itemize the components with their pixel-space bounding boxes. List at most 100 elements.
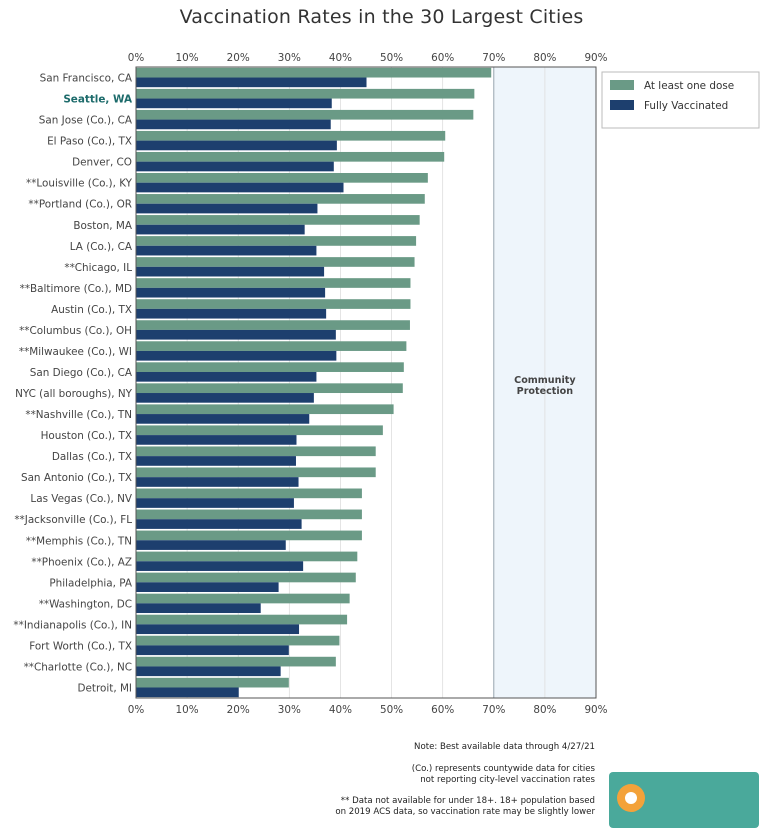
category-label: **Washington, DC — [39, 598, 132, 610]
legend-swatch — [610, 80, 634, 90]
bar-at-least-one-dose — [136, 362, 404, 372]
x-tick-label-top: 70% — [482, 52, 505, 64]
bar-fully-vaccinated — [136, 98, 332, 109]
category-label: San Jose (Co.), CA — [39, 115, 133, 127]
bar-fully-vaccinated — [136, 666, 281, 677]
bar-fully-vaccinated — [136, 435, 297, 445]
bar-fully-vaccinated — [136, 245, 317, 256]
bar-at-least-one-dose — [136, 635, 340, 646]
x-tick-label-bottom: 40% — [329, 704, 352, 716]
category-label: Austin (Co.), TX — [51, 304, 132, 316]
category-label: Dallas (Co.), TX — [52, 451, 132, 463]
bar-at-least-one-dose — [136, 257, 415, 267]
bar-fully-vaccinated — [136, 77, 367, 88]
bar-at-least-one-dose — [136, 278, 411, 288]
bar-fully-vaccinated — [136, 519, 302, 529]
bar-at-least-one-dose — [136, 551, 358, 562]
category-label: **Baltimore (Co.), MD — [20, 283, 132, 295]
category-label: **Memphis (Co.), TN — [26, 535, 132, 547]
bar-at-least-one-dose — [136, 656, 336, 667]
category-label: **Louisville (Co.), KY — [26, 178, 133, 190]
bar-fully-vaccinated — [136, 498, 294, 508]
category-label: NYC (all boroughs), NY — [15, 388, 133, 400]
x-tick-label-bottom: 60% — [431, 704, 454, 716]
watermark-logo — [609, 772, 759, 828]
bar-at-least-one-dose — [136, 299, 411, 309]
x-tick-label-top: 80% — [533, 52, 556, 64]
bar-at-least-one-dose — [136, 572, 356, 583]
x-tick-label-bottom: 80% — [533, 704, 556, 716]
legend-swatch — [610, 100, 634, 110]
category-label: Las Vegas (Co.), NV — [30, 493, 132, 505]
x-tick-label-bottom: 70% — [482, 704, 505, 716]
bar-at-least-one-dose — [136, 404, 394, 415]
category-label: **Indianapolis (Co.), IN — [13, 619, 132, 631]
bar-at-least-one-dose — [136, 614, 348, 625]
bar-at-least-one-dose — [136, 593, 350, 604]
bar-fully-vaccinated — [136, 393, 314, 403]
category-label: San Diego (Co.), CA — [30, 367, 133, 379]
bar-at-least-one-dose — [136, 215, 420, 225]
bar-at-least-one-dose — [136, 151, 445, 162]
category-label: Boston, MA — [73, 220, 132, 232]
bar-fully-vaccinated — [136, 287, 326, 298]
bar-at-least-one-dose — [136, 236, 417, 246]
category-label: **Milwaukee (Co.), WI — [19, 346, 132, 358]
bar-fully-vaccinated — [136, 645, 289, 656]
x-tick-label-bottom: 30% — [278, 704, 301, 716]
category-label: **Chicago, IL — [64, 262, 132, 274]
category-label: El Paso (Co.), TX — [47, 136, 132, 148]
bar-at-least-one-dose — [136, 130, 446, 141]
note-line: (Co.) represents countywide data for cit… — [411, 764, 595, 774]
category-label: **Phoenix (Co.), AZ — [31, 556, 132, 568]
bar-fully-vaccinated — [136, 561, 304, 571]
category-label: **Portland (Co.), OR — [28, 199, 132, 211]
bar-fully-vaccinated — [136, 414, 310, 424]
bar-fully-vaccinated — [136, 371, 317, 382]
x-tick-label-bottom: 0% — [128, 704, 145, 716]
bar-fully-vaccinated — [136, 687, 239, 698]
x-tick-label-top: 20% — [227, 52, 250, 64]
x-tick-label-bottom: 20% — [227, 704, 250, 716]
bar-at-least-one-dose — [136, 173, 428, 183]
x-tick-label-top: 40% — [329, 52, 352, 64]
bar-fully-vaccinated — [136, 329, 336, 340]
category-label: Detroit, MI — [78, 682, 132, 694]
x-tick-label-top: 50% — [380, 52, 403, 64]
bar-fully-vaccinated — [136, 224, 305, 235]
chart-title: Vaccination Rates in the 30 Largest Citi… — [179, 6, 584, 28]
data-note: Note: Best available data through 4/27/2… — [414, 742, 595, 753]
bar-fully-vaccinated — [136, 350, 337, 361]
legend-label: Fully Vaccinated — [644, 100, 728, 112]
county-note: (Co.) represents countywide data for cit… — [412, 764, 595, 786]
category-label: Philadelphia, PA — [49, 577, 133, 589]
note-line: not reporting city-level vaccination rat… — [420, 775, 595, 785]
bar-at-least-one-dose — [136, 530, 362, 541]
bar-at-least-one-dose — [136, 425, 383, 436]
bar-fully-vaccinated — [136, 540, 286, 550]
bar-at-least-one-dose — [136, 194, 425, 204]
bar-at-least-one-dose — [136, 509, 362, 520]
x-tick-label-bottom: 90% — [584, 704, 607, 716]
category-label: San Antonio (Co.), TX — [21, 472, 132, 484]
bar-fully-vaccinated — [136, 182, 344, 193]
bar-fully-vaccinated — [136, 582, 279, 592]
x-tick-label-top: 0% — [128, 52, 145, 64]
legend-label: At least one dose — [644, 80, 734, 92]
bar-fully-vaccinated — [136, 624, 300, 635]
category-label: LA (Co.), CA — [70, 241, 133, 253]
category-label: Seattle, WA — [63, 94, 132, 106]
category-label: Fort Worth (Co.), TX — [29, 640, 132, 652]
note-line: ** Data not available for under 18+. 18+… — [340, 796, 595, 806]
bar-at-least-one-dose — [136, 341, 407, 351]
x-tick-label-top: 60% — [431, 52, 454, 64]
bar-fully-vaccinated — [136, 477, 299, 487]
bar-at-least-one-dose — [136, 488, 362, 499]
bar-fully-vaccinated — [136, 119, 331, 130]
note-line: Note: Best available data through 4/27/2… — [414, 742, 595, 752]
bar-fully-vaccinated — [136, 308, 327, 319]
population-note: ** Data not available for under 18+. 18+… — [335, 796, 595, 818]
x-tick-label-top: 90% — [584, 52, 607, 64]
category-label: **Nashville (Co.), TN — [25, 409, 132, 421]
